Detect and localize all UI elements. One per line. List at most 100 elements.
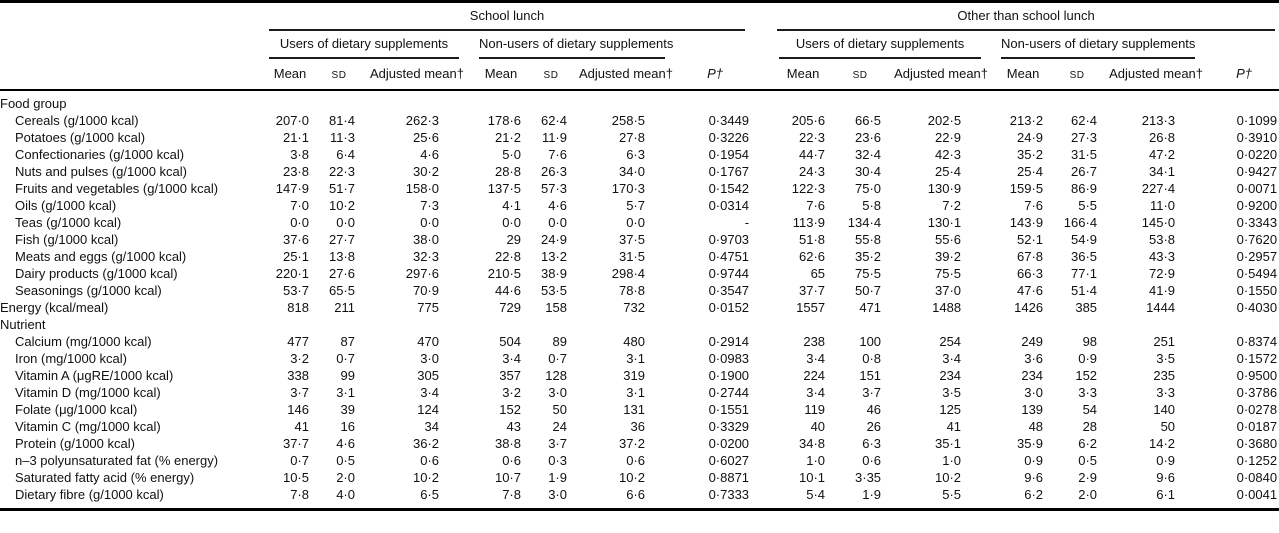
- cell-value: 35·2: [855, 249, 882, 264]
- cell-value: 11·9: [541, 130, 567, 145]
- cell-value: 0·2957: [1236, 249, 1278, 264]
- subgroup-label: Non-users of dietary supplements: [1001, 31, 1195, 59]
- table-row: Energy (kcal/meal) 818 211 775 729 158 732 0·01…: [0, 299, 1279, 316]
- cell-value: 34: [424, 419, 439, 434]
- cell-value: 151: [859, 368, 882, 383]
- mean-header: Mean: [473, 59, 529, 91]
- table-row: Oils (g/1000 kcal) 7·0 10·2 7·3 4·1 4·6 5·7 0·0…: [0, 197, 1279, 214]
- cell-value: 4·6: [548, 198, 567, 213]
- table-row: Iron (mg/1000 kcal) 3·2 0·7 3·0 3·4 0·7 3·1 0·0…: [0, 350, 1279, 367]
- cell-value: 3·8: [290, 147, 309, 162]
- cell-value: 170·3: [611, 181, 645, 196]
- cell-value: 2·0: [336, 470, 355, 485]
- cell-value: 22·3: [328, 164, 355, 179]
- cell-value: 39·2: [935, 249, 962, 264]
- cell-value: 0·3329: [708, 419, 750, 434]
- adjusted-mean-header: Adjusted mean†: [1103, 59, 1210, 91]
- cell-value: 3·1: [626, 351, 645, 366]
- cell-value: 1557: [796, 300, 826, 315]
- cell-value: 385: [1075, 300, 1098, 315]
- cell-value: 27·6: [328, 266, 355, 281]
- cell-value: 38·9: [540, 266, 567, 281]
- cell-value: -: [744, 215, 750, 230]
- cell-value: 1444: [1146, 300, 1176, 315]
- table-row: Folate (μg/1000 kcal) 146 39 124 152 50 131 0·1…: [0, 401, 1279, 418]
- cell-value: 0·3: [548, 453, 567, 468]
- cell-value: 65·5: [328, 283, 355, 298]
- col-group-label: School lunch: [269, 3, 746, 31]
- cell-value: 0·1099: [1236, 113, 1278, 128]
- cell-value: 0·1550: [1236, 283, 1278, 298]
- cell-value: 3·35: [855, 470, 882, 485]
- cell-value: 152: [1075, 368, 1098, 383]
- cell-value: 125: [939, 402, 962, 417]
- subgroup-header-row: Users of dietary supplements Non-users o…: [0, 31, 1279, 59]
- col-group-label: Other than school lunch: [777, 3, 1276, 31]
- cell-value: 36: [630, 419, 645, 434]
- column-spacer: [751, 350, 773, 367]
- cell-value: 0·3343: [1236, 215, 1278, 230]
- cell-value: 77·1: [1071, 266, 1098, 281]
- cell-value: 224: [803, 368, 826, 383]
- cell-value: 119: [804, 402, 826, 417]
- cell-value: 27·3: [1071, 130, 1098, 145]
- column-spacer: [751, 180, 773, 197]
- cell-value: 213·2: [1009, 113, 1044, 128]
- cell-value: 27·8: [618, 130, 645, 145]
- cell-value: 62·4: [540, 113, 567, 128]
- cell-value: 21·2: [494, 130, 521, 145]
- cell-value: 65: [810, 266, 826, 281]
- cell-value: 66·3: [1017, 266, 1044, 281]
- cell-value: 139: [1021, 402, 1044, 417]
- cell-value: 3·2: [290, 351, 309, 366]
- row-label: Saturated fatty acid (% energy): [15, 470, 195, 485]
- adjusted-mean-header: Adjusted mean†: [573, 59, 679, 91]
- cell-value: 130·9: [927, 181, 962, 196]
- cell-value: 9·6: [1156, 470, 1176, 485]
- cell-value: 145·0: [1141, 215, 1176, 230]
- cell-value: 227·4: [1141, 181, 1176, 196]
- cell-value: 262·3: [405, 113, 439, 128]
- cell-value: 62·4: [1071, 113, 1098, 128]
- cell-value: 3·2: [502, 385, 521, 400]
- table-row: Teas (g/1000 kcal) 0·0 0·0 0·0 0·0 0·0 0·0 - 113…: [0, 214, 1279, 231]
- cell-value: 152: [499, 402, 521, 417]
- table-row: Nuts and pulses (g/1000 kcal) 23·8 22·3 30·…: [0, 163, 1279, 180]
- cell-value: 2·9: [1078, 470, 1098, 485]
- cell-value: 66·5: [855, 113, 882, 128]
- cell-value: 89: [552, 334, 567, 349]
- adjusted-mean-header: Adjusted mean†: [361, 59, 473, 91]
- cell-value: 35·9: [1017, 436, 1044, 451]
- cell-value: 0·7: [336, 351, 355, 366]
- cell-value: 5·4: [806, 487, 826, 502]
- cell-value: 124: [417, 402, 439, 417]
- cell-value: 0·8871: [708, 470, 750, 485]
- subgroup-label: Users of dietary supplements: [269, 31, 459, 59]
- cell-value: 1488: [932, 300, 962, 315]
- cell-value: 26·7: [1071, 164, 1098, 179]
- cell-value: 0·6: [862, 453, 882, 468]
- cell-value: 0·3910: [1236, 130, 1278, 145]
- cell-value: 254: [939, 334, 962, 349]
- cell-value: 0·0071: [1236, 181, 1278, 196]
- cell-value: 0·0: [420, 215, 439, 230]
- cell-value: 38·0: [412, 232, 439, 247]
- cell-value: 24·9: [1017, 130, 1044, 145]
- column-spacer: [751, 231, 773, 248]
- cell-value: 471: [859, 300, 882, 315]
- cell-value: 39: [340, 402, 355, 417]
- cell-value: 22·9: [935, 130, 962, 145]
- column-spacer: [751, 401, 773, 418]
- cell-value: 3·0: [548, 385, 567, 400]
- cell-value: 5·5: [1078, 198, 1098, 213]
- cell-value: 0·0: [548, 215, 567, 230]
- table-row: Dietary fibre (g/1000 kcal) 7·8 4·0 6·5 7·8 3…: [0, 486, 1279, 510]
- cell-value: 3·3: [1156, 385, 1176, 400]
- row-label: Energy (kcal/meal): [0, 300, 109, 315]
- cell-value: 0·9703: [708, 232, 750, 247]
- cell-value: 10·2: [412, 470, 439, 485]
- row-label: Dietary fibre (g/1000 kcal): [15, 487, 164, 502]
- cell-value: 26: [866, 419, 882, 434]
- cell-value: 0·0152: [708, 300, 750, 315]
- table-body: Food group Cereals (g/1000 kcal) 207·0 81·4…: [0, 90, 1279, 510]
